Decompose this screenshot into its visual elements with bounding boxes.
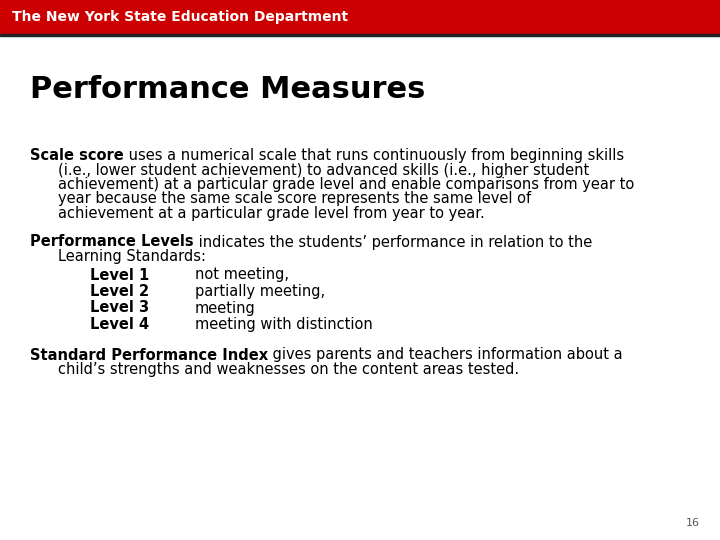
Text: gives parents and teachers information about a: gives parents and teachers information a… [268,348,623,362]
Text: Level 1: Level 1 [90,267,149,282]
Text: Level 2: Level 2 [90,284,149,299]
Text: 16: 16 [686,518,700,528]
Text: not meeting,: not meeting, [195,267,289,282]
Text: meeting: meeting [195,300,256,315]
Text: Level 4: Level 4 [90,317,149,332]
Text: Learning Standards:: Learning Standards: [58,249,206,264]
Text: Scale score: Scale score [30,148,124,163]
Text: achievement at a particular grade level from year to year.: achievement at a particular grade level … [58,206,485,221]
Text: Level 3: Level 3 [90,300,149,315]
Text: year because the same scale score represents the same level of: year because the same scale score repres… [58,192,531,206]
Text: child’s strengths and weaknesses on the content areas tested.: child’s strengths and weaknesses on the … [58,362,519,377]
Text: Standard Performance Index: Standard Performance Index [30,348,268,362]
Text: Performance Measures: Performance Measures [30,75,426,104]
Text: uses a numerical scale that runs continuously from beginning skills: uses a numerical scale that runs continu… [124,148,624,163]
Bar [0,34,720,36]
Bar [0,0,720,34]
Text: meeting with distinction: meeting with distinction [195,317,373,332]
Text: achievement) at a particular grade level and enable comparisons from year to: achievement) at a particular grade level… [58,177,634,192]
Text: partially meeting,: partially meeting, [195,284,325,299]
Text: Performance Levels: Performance Levels [30,234,194,249]
Text: The New York State Education Department: The New York State Education Department [12,10,348,24]
Text: indicates the students’ performance in relation to the: indicates the students’ performance in r… [194,234,592,249]
Text: (i.e., lower student achievement) to advanced skills (i.e., higher student: (i.e., lower student achievement) to adv… [58,163,589,178]
